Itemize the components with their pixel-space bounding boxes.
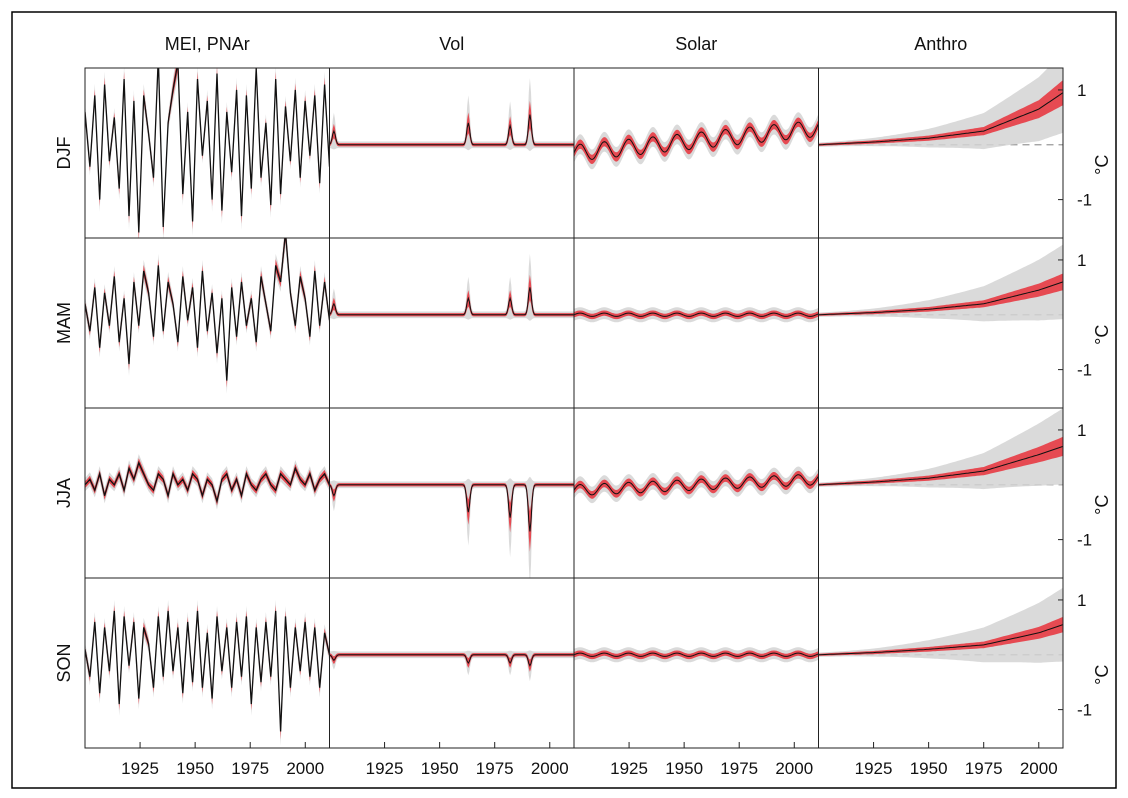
x-tick-label-anthro-2000: 2000 [1020, 759, 1058, 778]
panel-anthro-djf [818, 67, 1064, 239]
x-tick-label-mei-pnar-2000: 2000 [286, 759, 324, 778]
row-label-mam: MAM [54, 302, 74, 344]
column-title-solar: Solar [675, 34, 717, 54]
mean-line-mei-pnar-jja [85, 460, 330, 504]
mean-line-vol-mam [329, 287, 574, 316]
mean-line-solar-jja [574, 474, 819, 496]
y-unit-label-son: °C [1092, 665, 1112, 685]
x-tick-label-solar-2000: 2000 [775, 759, 813, 778]
mean-line-vol-jja [329, 484, 574, 532]
column-title-mei-pnar: MEI, PNAr [165, 34, 250, 54]
x-tick-label-vol-1975: 1975 [476, 759, 514, 778]
y-tick-label-djf-1: -1 [1077, 191, 1092, 210]
x-tick-label-vol-2000: 2000 [531, 759, 569, 778]
y-tick-label-son-1: -1 [1077, 701, 1092, 720]
x-tick-label-solar-1975: 1975 [720, 759, 758, 778]
column-title-vol: Vol [439, 34, 464, 54]
panel-frame-anthro-son [818, 577, 1064, 749]
column-title-anthro: Anthro [914, 34, 967, 54]
panel-solar-mam [573, 237, 819, 409]
mean-line-solar-djf [574, 121, 819, 160]
x-tick-label-mei-pnar-1975: 1975 [231, 759, 269, 778]
mean-line-mei-pnar-djf [85, 68, 330, 233]
y-tick-label-jja-0: 1 [1077, 421, 1086, 440]
y-unit-label-jja: °C [1092, 495, 1112, 515]
mean-line-vol-djf [329, 114, 574, 146]
y-tick-label-son-0: 1 [1077, 591, 1086, 610]
outer-band-vol-jja [329, 476, 574, 578]
inner-band-anthro-jja [818, 436, 1063, 486]
x-tick-label-solar-1950: 1950 [665, 759, 703, 778]
y-tick-label-mam-1: -1 [1077, 361, 1092, 380]
row-label-jja: JJA [54, 478, 74, 508]
x-tick-label-mei-pnar-1950: 1950 [176, 759, 214, 778]
x-tick-label-anthro-1975: 1975 [965, 759, 1003, 778]
inner-band-solar-djf [574, 117, 819, 164]
mean-line-anthro-djf [818, 92, 1063, 146]
mean-line-anthro-jja [818, 445, 1063, 486]
x-tick-label-vol-1950: 1950 [421, 759, 459, 778]
y-tick-label-mam-0: 1 [1077, 251, 1086, 270]
outer-band-vol-djf [329, 78, 574, 152]
mean-line-solar-mam [574, 312, 819, 317]
row-label-son: SON [54, 643, 74, 682]
y-unit-label-djf: °C [1092, 155, 1112, 175]
mean-line-vol-son [329, 654, 574, 667]
y-tick-label-djf-0: 1 [1077, 81, 1086, 100]
inner-band-solar-jja [574, 470, 819, 499]
outer-band-vol-mam [329, 253, 574, 321]
mean-line-mei-pnar-mam [85, 238, 330, 381]
mean-line-solar-son [574, 652, 819, 657]
panel-anthro-mam [818, 237, 1064, 409]
inner-band-anthro-djf [818, 80, 1063, 146]
x-tick-label-vol-1925: 1925 [366, 759, 404, 778]
x-tick-label-anthro-1950: 1950 [910, 759, 948, 778]
inner-band-mei-pnar-jja [85, 458, 330, 506]
inner-band-anthro-mam [818, 273, 1063, 316]
row-label-djf: DJF [54, 137, 74, 170]
x-tick-label-anthro-1925: 1925 [855, 759, 893, 778]
y-tick-label-jja-1: -1 [1077, 531, 1092, 550]
mean-line-mei-pnar-son [85, 610, 330, 732]
inner-band-vol-son [329, 653, 574, 672]
x-tick-label-mei-pnar-1925: 1925 [121, 759, 159, 778]
mean-line-anthro-son [818, 624, 1063, 656]
inner-band-mei-pnar-son [85, 605, 330, 740]
panel-anthro-son [818, 577, 1064, 749]
y-unit-label-mam: °C [1092, 325, 1112, 345]
x-tick-label-solar-1925: 1925 [610, 759, 648, 778]
mean-line-anthro-mam [818, 281, 1063, 316]
